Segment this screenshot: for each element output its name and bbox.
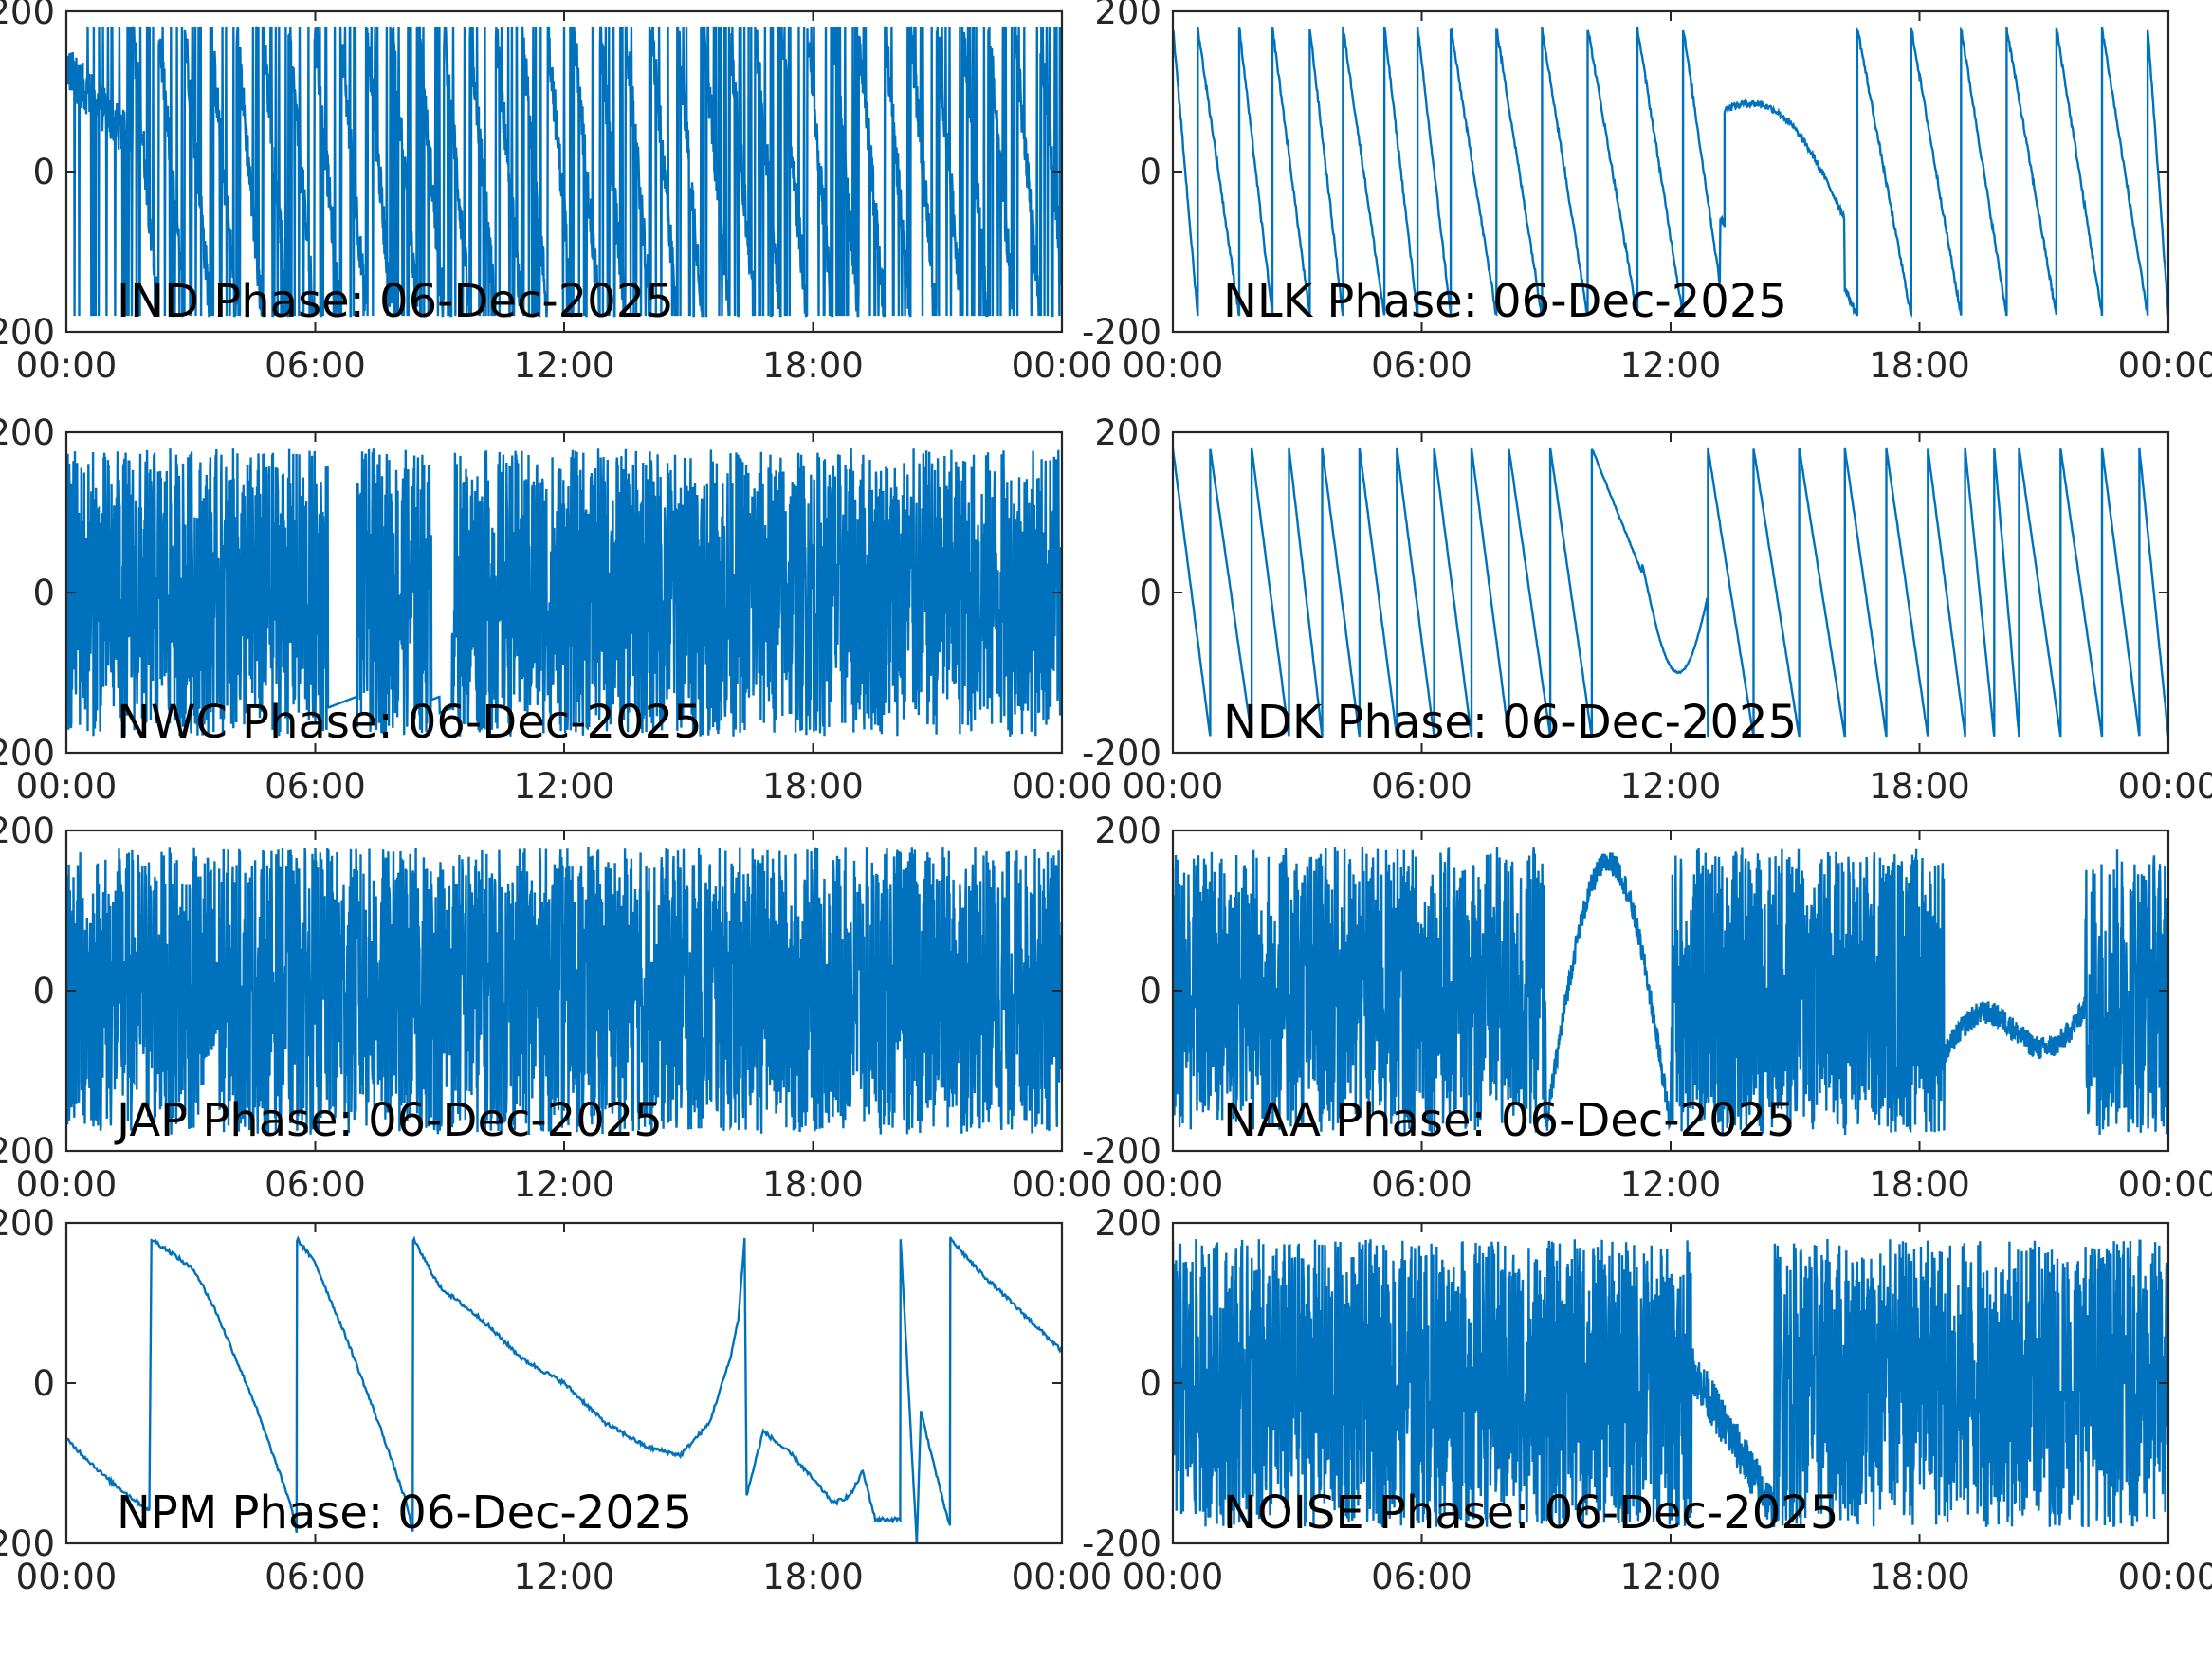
x-tick-label: 06:00 xyxy=(1371,1164,1472,1205)
y-tick-label: -200 xyxy=(1082,312,1161,353)
y-tick-label: 0 xyxy=(32,152,55,192)
x-tick-label: 00:00 xyxy=(1012,1557,1113,1597)
x-tick-label: 00:00 xyxy=(1012,766,1113,807)
x-tick-label: 12:00 xyxy=(1620,1164,1722,1205)
panel-title: NLK Phase: 06-Dec-2025 xyxy=(1223,275,1787,328)
panel-nwc: 00:00 06:00 12:00 18:00 00:00 200 0 -200 NWC Pha… xyxy=(0,412,1112,807)
panel-title: NPM Phase: 06-Dec-2025 xyxy=(117,1486,692,1540)
x-tick-label: 00:00 xyxy=(1012,1164,1113,1205)
panel-jap: 00:00 06:00 12:00 18:00 00:00 200 0 -200 JAP Pha… xyxy=(0,811,1112,1205)
y-tick-label: 200 xyxy=(0,811,55,851)
x-tick-label: 00:00 xyxy=(1123,1164,1224,1205)
series-line-nwc xyxy=(66,447,1062,738)
panel-ind: 00:00 06:00 12:00 18:00 00:00 200 0 -200 IND Pha… xyxy=(0,0,1112,386)
x-tick-label: 00:00 xyxy=(16,345,118,386)
y-tick-label: -200 xyxy=(1082,1523,1161,1564)
y-tick-label: -200 xyxy=(0,312,55,353)
y-tick-label: 200 xyxy=(1094,1203,1161,1244)
x-tick-label: 00:00 xyxy=(2118,1164,2212,1205)
x-tick-label: 00:00 xyxy=(2118,766,2212,807)
x-tick-label: 12:00 xyxy=(1620,1557,1722,1597)
x-tick-label: 12:00 xyxy=(514,1557,615,1597)
x-tick-label: 12:00 xyxy=(514,345,615,386)
y-tick-label: 0 xyxy=(1139,971,1161,1012)
x-tick-label: 00:00 xyxy=(1123,766,1224,807)
series-line-noise xyxy=(1173,1238,2168,1528)
series-line-npm xyxy=(66,1235,1062,1543)
y-tick-label: -200 xyxy=(0,733,55,774)
panel-title: NOISE Phase: 06-Dec-2025 xyxy=(1223,1486,1838,1540)
x-tick-label: 12:00 xyxy=(1620,766,1722,807)
panel-title: NDK Phase: 06-Dec-2025 xyxy=(1223,696,1797,749)
y-tick-label: 0 xyxy=(1139,152,1161,192)
y-tick-label: 200 xyxy=(1094,412,1161,453)
x-tick-label: 06:00 xyxy=(1371,345,1472,386)
x-tick-label: 12:00 xyxy=(514,766,615,807)
y-tick-label: -200 xyxy=(1082,733,1161,774)
panel-nlk: 00:00 06:00 12:00 18:00 00:00 200 0 -200 NLK Pha… xyxy=(1082,0,2212,386)
x-tick-label: 00:00 xyxy=(1123,1557,1224,1597)
panel-ndk: 00:00 06:00 12:00 18:00 00:00 200 0 -200 NDK Pha… xyxy=(1082,412,2212,807)
y-tick-label: 200 xyxy=(0,0,55,32)
panel-npm: 00:00 06:00 12:00 18:00 00:00 200 0 -200 NPM Pha… xyxy=(0,1203,1112,1597)
panel-noise: 00:00 06:00 12:00 18:00 00:00 200 0 -200 NOISE P… xyxy=(1082,1203,2212,1597)
panel-title: IND Phase: 06-Dec-2025 xyxy=(117,275,674,328)
y-tick-label: -200 xyxy=(0,1131,55,1172)
x-tick-label: 00:00 xyxy=(2118,1557,2212,1597)
x-tick-label: 18:00 xyxy=(1869,1164,1970,1205)
x-tick-label: 06:00 xyxy=(265,1557,366,1597)
panel-title: NAA Phase: 06-Dec-2025 xyxy=(1223,1094,1796,1147)
series-line-ind xyxy=(66,26,1062,318)
x-tick-label: 06:00 xyxy=(1371,1557,1472,1597)
y-tick-label: -200 xyxy=(0,1523,55,1564)
y-tick-label: 200 xyxy=(1094,0,1161,32)
y-tick-label: -200 xyxy=(1082,1131,1161,1172)
panel-title: NWC Phase: 06-Dec-2025 xyxy=(117,696,703,749)
y-tick-label: 0 xyxy=(32,971,55,1012)
x-tick-label: 18:00 xyxy=(762,766,864,807)
y-tick-label: 0 xyxy=(32,573,55,613)
x-tick-label: 18:00 xyxy=(762,1557,864,1597)
x-tick-label: 18:00 xyxy=(1869,1557,1970,1597)
y-tick-label: 200 xyxy=(0,412,55,453)
x-tick-label: 00:00 xyxy=(16,1164,118,1205)
series-line-nlk xyxy=(1173,27,2168,319)
x-tick-label: 06:00 xyxy=(265,766,366,807)
series-line-ndk xyxy=(1173,447,2168,738)
x-tick-label: 12:00 xyxy=(1620,345,1722,386)
x-tick-label: 00:00 xyxy=(2118,345,2212,386)
y-tick-label: 0 xyxy=(32,1363,55,1404)
x-tick-label: 00:00 xyxy=(16,1557,118,1597)
series-line-naa xyxy=(1173,846,2168,1137)
x-tick-label: 18:00 xyxy=(762,345,864,386)
y-tick-label: 0 xyxy=(1139,573,1161,613)
x-tick-label: 12:00 xyxy=(514,1164,615,1205)
y-tick-label: 200 xyxy=(0,1203,55,1244)
panel-naa: 00:00 06:00 12:00 18:00 00:00 200 0 -200 NAA Pha… xyxy=(1082,811,2212,1205)
series-line-jap xyxy=(66,846,1062,1136)
x-tick-label: 06:00 xyxy=(265,345,366,386)
x-tick-label: 00:00 xyxy=(16,766,118,807)
x-tick-label: 18:00 xyxy=(1869,345,1970,386)
x-tick-label: 06:00 xyxy=(1371,766,1472,807)
y-tick-label: 0 xyxy=(1139,1363,1161,1404)
x-tick-label: 18:00 xyxy=(762,1164,864,1205)
x-tick-label: 18:00 xyxy=(1869,766,1970,807)
x-tick-label: 06:00 xyxy=(265,1164,366,1205)
x-tick-label: 00:00 xyxy=(1012,345,1113,386)
x-tick-label: 00:00 xyxy=(1123,345,1224,386)
y-tick-label: 200 xyxy=(1094,811,1161,851)
panel-title: JAP Phase: 06-Dec-2025 xyxy=(114,1094,663,1147)
